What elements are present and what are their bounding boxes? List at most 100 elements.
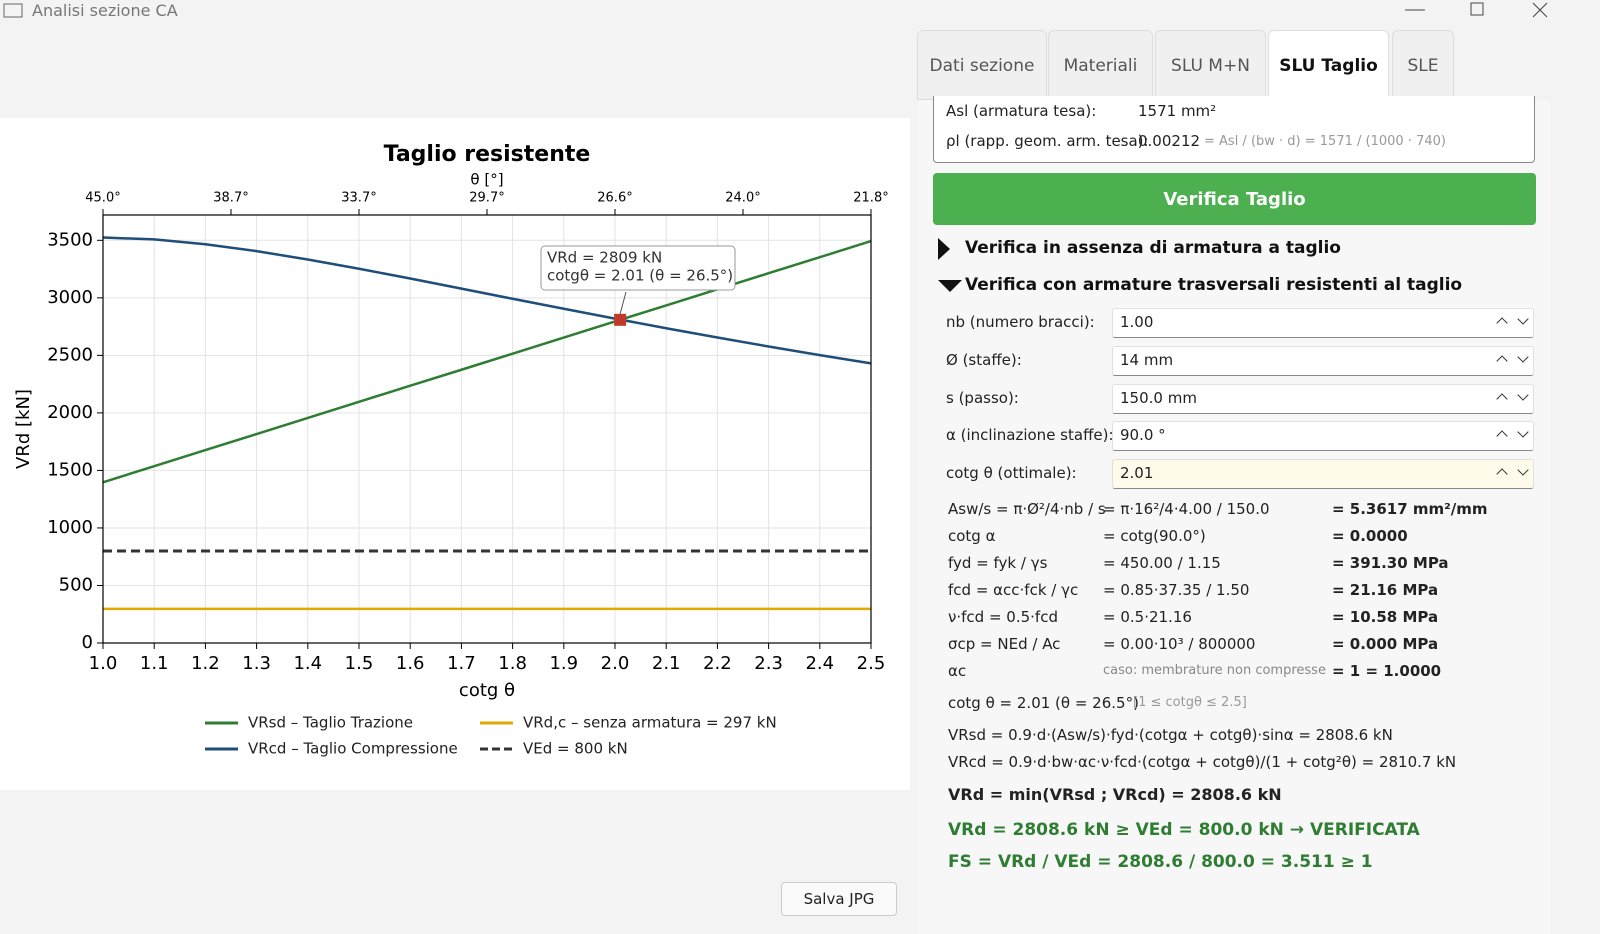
calc-substitution: = 0.85·37.35 / 1.50 xyxy=(1103,581,1250,599)
x2-tick-label: 33.7° xyxy=(341,191,376,206)
legend-label: VRsd – Taglio Trazione xyxy=(248,714,413,732)
plot-frame xyxy=(102,214,872,644)
tab[interactable]: Materiali xyxy=(1048,30,1153,100)
input-value[interactable]: 1.00 xyxy=(1120,313,1154,331)
calc-formula: fyd = fyk / γs xyxy=(948,554,1048,572)
input-value[interactable]: 14 mm xyxy=(1120,350,1174,369)
y-tick-label: 1000 xyxy=(47,517,93,538)
y-axis-label: VRd [kN] xyxy=(13,389,34,469)
result: FS = VRd / VEd = 2808.6 / 800.0 = 3.511 … xyxy=(948,852,1373,872)
close-icon[interactable] xyxy=(1532,2,1548,18)
summary-value: 0.00212 xyxy=(1138,132,1201,150)
x-tick-label: 2.4 xyxy=(805,653,834,674)
y-tick-label: 1500 xyxy=(47,459,93,480)
formula: VRsd = 0.9·d·(Asw/s)·fyd·(cotgα + cotgθ)… xyxy=(948,726,1393,744)
cotg-range: [1 ≤ cotgθ ≤ 2.5] xyxy=(1133,695,1247,710)
maximize-icon[interactable] xyxy=(1470,2,1484,16)
calc-formula: ν·fcd = 0.5·fcd xyxy=(948,608,1058,626)
tab[interactable]: Dati sezione xyxy=(917,30,1047,100)
x2-tick-label: 29.7° xyxy=(469,191,504,206)
x2-axis-label: θ [°] xyxy=(470,171,503,189)
tab[interactable]: SLU M+N xyxy=(1155,30,1266,100)
input-label: s (passo): xyxy=(946,388,1019,407)
calc-substitution: = cotg(90.0°) xyxy=(1103,527,1206,545)
x-tick-label: 2.0 xyxy=(601,653,630,674)
x-tick-label: 1.7 xyxy=(447,653,476,674)
calc-substitution: = 0.00·10³ / 800000 xyxy=(1103,635,1256,653)
annotation-arrow xyxy=(619,291,627,314)
section-title[interactable]: Verifica con armature trasversali resist… xyxy=(965,275,1463,295)
summary-box xyxy=(933,96,1535,163)
x2-tick-label: 21.8° xyxy=(853,191,888,206)
formula: VRcd = 0.9·d·bw·αc·ν·fcd·(cotgα + cotgθ)… xyxy=(948,753,1457,771)
formula: VRd = min(VRsd ; VRcd) = 2808.6 kN xyxy=(948,785,1282,804)
annotation-marker xyxy=(614,313,627,326)
summary-label: Asl (armatura tesa): xyxy=(946,102,1097,120)
input-box[interactable] xyxy=(1112,383,1534,414)
calc-formula: cotg α xyxy=(948,527,996,545)
x-tick-label: 2.2 xyxy=(703,653,732,674)
section-toggle[interactable] xyxy=(938,238,950,260)
input-value[interactable]: 150.0 mm xyxy=(1120,388,1197,407)
input-value[interactable]: 90.0 ° xyxy=(1120,426,1166,445)
annotation-text: VRd = 2809 kN xyxy=(547,249,662,267)
calc-substitution: = 0.5·21.16 xyxy=(1103,608,1192,626)
chart-panel: Taglio resistente θ [°] 1.0 1.1 1.2 1.3 1.4 1.5… xyxy=(0,118,910,790)
legend-label: VRd,c – senza armatura = 297 kN xyxy=(523,714,777,732)
x-tick-label: 1.5 xyxy=(345,653,374,674)
y-tick-label: 0 xyxy=(82,632,93,653)
y-tick-label: 3000 xyxy=(47,287,93,308)
cotg-line: cotg θ = 2.01 (θ = 26.5°) xyxy=(948,694,1139,712)
right-panel xyxy=(918,100,1550,934)
calc-formula: Asw/s = π·Ø²/4·nb / s xyxy=(948,500,1106,518)
calc-result: = 0.0000 xyxy=(1332,527,1408,545)
annotation-box xyxy=(540,245,736,291)
x-tick-label: 1.8 xyxy=(498,653,527,674)
calc-result: = 21.16 MPa xyxy=(1332,581,1439,599)
section-title[interactable]: Verifica in assenza di armatura a taglio xyxy=(965,238,1341,258)
calc-result: = 0.000 MPa xyxy=(1332,635,1439,653)
input-value[interactable]: 2.01 xyxy=(1120,464,1154,483)
x2-tick-label: 24.0° xyxy=(725,191,760,206)
chart-title: Taglio resistente xyxy=(384,142,591,167)
input-box[interactable] xyxy=(1112,459,1534,490)
x-tick-label: 1.9 xyxy=(549,653,578,674)
series-line xyxy=(102,236,872,365)
y-tick-label: 500 xyxy=(59,574,93,595)
x-axis-label: cotg θ xyxy=(459,680,515,701)
tab[interactable]: SLE xyxy=(1392,30,1454,100)
legend-label: VRcd – Taglio Compressione xyxy=(248,740,458,758)
calc-result: = 391.30 MPa xyxy=(1332,554,1449,572)
input-label: Ø (staffe): xyxy=(946,350,1022,369)
x-tick-label: 2.3 xyxy=(754,653,783,674)
calc-substitution: = π·16²/4·4.00 / 150.0 xyxy=(1103,500,1270,518)
y-tick-label: 3500 xyxy=(47,229,93,250)
input-box[interactable] xyxy=(1112,421,1534,452)
verify-button[interactable]: Verifica Taglio xyxy=(933,173,1536,225)
input-label: α (inclinazione staffe): xyxy=(946,426,1114,445)
summary-value: 1571 mm² xyxy=(1138,102,1217,120)
calc-result: = 10.58 MPa xyxy=(1332,608,1439,626)
x-tick-label: 1.1 xyxy=(140,653,169,674)
section-toggle[interactable] xyxy=(938,280,962,292)
input-label: cotg θ (ottimale): xyxy=(946,464,1077,483)
tab[interactable]: SLU Taglio xyxy=(1268,30,1389,102)
x2-tick-label: 38.7° xyxy=(213,191,248,206)
x-tick-label: 1.6 xyxy=(396,653,425,674)
title-bar xyxy=(3,2,1548,18)
save-button[interactable]: Salva JPG xyxy=(781,882,897,916)
input-box[interactable] xyxy=(1112,308,1534,338)
x2-tick-label: 45.0° xyxy=(85,191,120,206)
input-box[interactable] xyxy=(1112,345,1534,376)
y-tick-label: 2500 xyxy=(47,344,93,365)
calc-result: = 5.3617 mm²/mm xyxy=(1332,500,1488,518)
summary-label: ρl (rapp. geom. arm. tesa): xyxy=(946,132,1149,150)
x-tick-label: 1.2 xyxy=(191,653,220,674)
x-tick-label: 2.1 xyxy=(652,653,681,674)
series-line xyxy=(102,239,872,484)
x-tick-label: 2.5 xyxy=(857,653,886,674)
input-label: nb (numero bracci): xyxy=(946,313,1095,331)
legend-label: VEd = 800 kN xyxy=(523,740,628,758)
app-icon xyxy=(3,3,23,18)
